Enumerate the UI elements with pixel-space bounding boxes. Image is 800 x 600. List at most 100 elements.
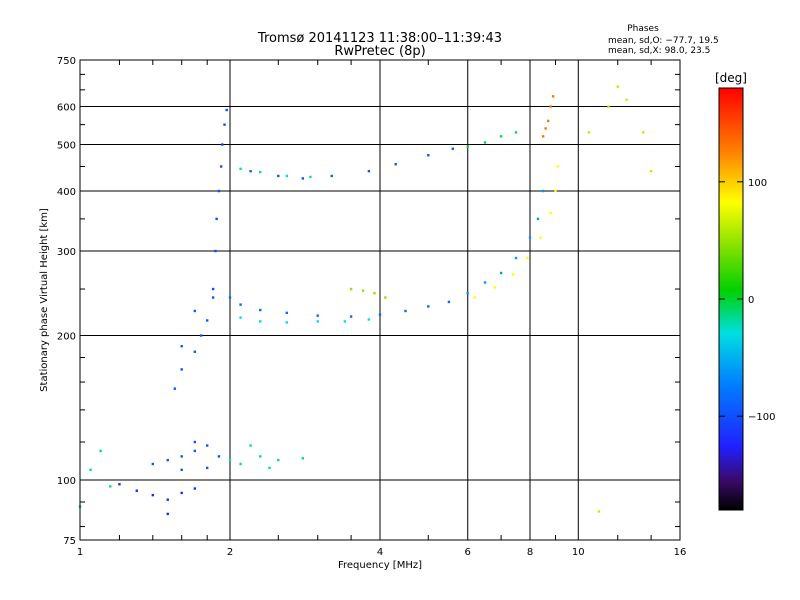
x-tick-label: 16 bbox=[674, 547, 687, 558]
y-tick-label: 75 bbox=[63, 536, 76, 547]
data-point bbox=[539, 236, 542, 239]
data-point bbox=[205, 466, 209, 470]
data-point bbox=[193, 449, 197, 453]
data-point bbox=[625, 98, 628, 101]
data-point bbox=[301, 177, 305, 180]
data-point bbox=[239, 167, 242, 171]
data-point bbox=[249, 444, 252, 447]
data-point bbox=[193, 440, 197, 444]
grid-layer bbox=[80, 60, 680, 540]
data-point bbox=[493, 286, 497, 289]
data-point bbox=[217, 455, 221, 458]
data-point bbox=[99, 449, 102, 453]
data-point bbox=[549, 105, 552, 108]
data-point bbox=[239, 316, 242, 319]
axis-ticks-layer: 1 2 4 6 8 10 16 75 100 200 300 400 500 600 750 bbox=[57, 56, 686, 558]
data-point bbox=[514, 131, 518, 134]
data-point bbox=[373, 292, 376, 295]
data-point bbox=[259, 320, 262, 323]
data-point bbox=[466, 292, 469, 295]
data-point bbox=[514, 256, 518, 260]
data-point bbox=[343, 320, 347, 323]
x-tick-label: 4 bbox=[377, 547, 383, 558]
data-point bbox=[451, 147, 455, 150]
data-point bbox=[301, 457, 305, 460]
data-point bbox=[285, 174, 288, 178]
chart-title-line1: Tromsø 20141123 11:38:00–11:39:43 bbox=[257, 31, 502, 46]
data-point bbox=[367, 318, 371, 321]
data-point bbox=[285, 321, 288, 324]
plot-frame bbox=[79, 59, 681, 541]
data-points-layer bbox=[78, 85, 653, 516]
data-point bbox=[205, 319, 209, 322]
data-point bbox=[427, 305, 430, 308]
data-point bbox=[541, 189, 545, 193]
colorbar-label: [deg] bbox=[715, 71, 747, 85]
y-tick-label: 600 bbox=[57, 103, 76, 114]
data-point bbox=[151, 493, 155, 497]
data-point bbox=[367, 169, 371, 173]
x-axis-label: Frequency [MHz] bbox=[338, 560, 422, 571]
data-point bbox=[316, 320, 319, 323]
data-point bbox=[205, 444, 209, 447]
data-point bbox=[277, 174, 280, 178]
data-point bbox=[616, 85, 619, 88]
chart-title-line2: RwPretec (8p) bbox=[334, 44, 425, 59]
data-point bbox=[151, 462, 155, 466]
data-point bbox=[549, 211, 552, 215]
data-point bbox=[89, 468, 92, 472]
data-point bbox=[528, 236, 532, 239]
y-tick-label: 300 bbox=[57, 247, 76, 258]
data-point bbox=[215, 217, 218, 221]
data-point bbox=[225, 108, 228, 112]
data-point bbox=[217, 189, 221, 193]
data-point bbox=[173, 387, 177, 390]
y-axis-label: Stationary phase Virtual Height [km] bbox=[39, 208, 50, 392]
data-point bbox=[556, 165, 560, 168]
data-point bbox=[239, 303, 242, 306]
data-point bbox=[166, 512, 169, 516]
x-tick-label: 1 bbox=[77, 547, 83, 558]
x-tick-label: 6 bbox=[465, 547, 471, 558]
data-point bbox=[180, 368, 183, 371]
data-point bbox=[259, 170, 262, 174]
data-point bbox=[541, 135, 545, 138]
data-point bbox=[551, 95, 555, 98]
data-point bbox=[180, 455, 183, 458]
data-point bbox=[316, 314, 319, 317]
data-point bbox=[223, 123, 226, 126]
data-point bbox=[135, 489, 138, 492]
data-point bbox=[211, 296, 215, 299]
colorbar-tick-label: 100 bbox=[748, 178, 767, 189]
data-point bbox=[228, 296, 232, 299]
data-point bbox=[249, 169, 252, 173]
data-point bbox=[309, 175, 312, 179]
data-point bbox=[526, 256, 529, 260]
data-point bbox=[228, 458, 232, 462]
data-point bbox=[239, 462, 242, 466]
data-point bbox=[378, 313, 382, 316]
data-point bbox=[483, 281, 487, 284]
data-point bbox=[277, 458, 280, 462]
data-point bbox=[180, 468, 183, 472]
data-point bbox=[499, 271, 503, 275]
data-point bbox=[427, 154, 430, 157]
data-point bbox=[330, 174, 333, 178]
data-point bbox=[466, 145, 469, 148]
data-point bbox=[166, 498, 169, 501]
colorbar-tick-label: −100 bbox=[748, 412, 775, 423]
y-tick-label: 500 bbox=[57, 141, 76, 152]
data-point bbox=[544, 127, 547, 130]
data-point bbox=[473, 296, 477, 299]
stats-heading: Phases bbox=[627, 24, 659, 34]
data-point bbox=[587, 131, 591, 134]
data-point bbox=[554, 189, 557, 193]
data-point bbox=[211, 287, 215, 291]
colorbar-ticks: 100 0 −100 bbox=[719, 178, 775, 423]
data-point bbox=[180, 345, 183, 348]
data-point bbox=[221, 143, 224, 146]
data-point bbox=[166, 458, 169, 462]
data-point bbox=[193, 309, 197, 313]
data-point bbox=[109, 485, 112, 488]
data-point bbox=[642, 131, 645, 134]
